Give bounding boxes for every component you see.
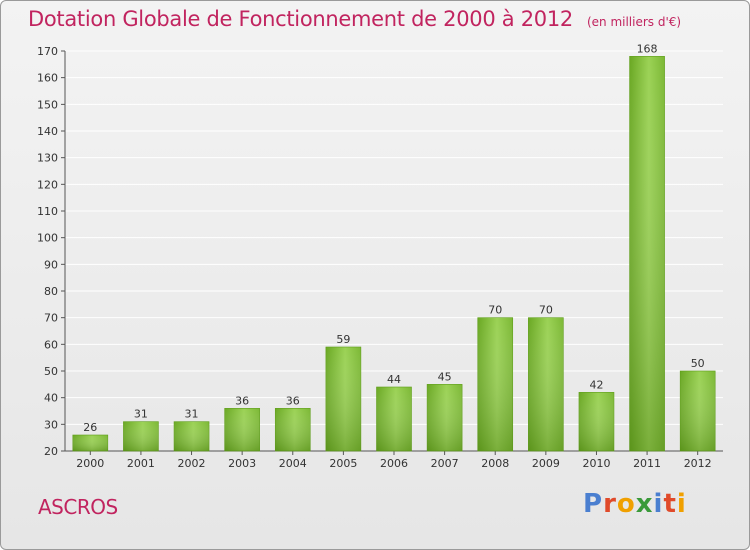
brand-letter: i bbox=[653, 489, 664, 519]
data-label: 42 bbox=[589, 378, 603, 391]
bar-shade bbox=[174, 421, 210, 451]
y-tick-label: 120 bbox=[37, 178, 58, 191]
y-tick-label: 140 bbox=[37, 125, 58, 138]
y-tick-label: 30 bbox=[44, 418, 58, 431]
brand-letter: o bbox=[616, 489, 636, 519]
brand-logo[interactable]: Proxiti bbox=[583, 489, 687, 519]
y-tick-label: 170 bbox=[37, 45, 58, 58]
bar-shade bbox=[477, 317, 513, 451]
chart-unit-note: (en milliers d'€) bbox=[586, 15, 682, 29]
y-tick-label: 20 bbox=[44, 445, 58, 458]
brand-letter: t bbox=[663, 489, 677, 519]
brand-letter: x bbox=[635, 489, 654, 519]
bar-shade bbox=[224, 408, 260, 451]
data-label: 26 bbox=[83, 421, 97, 434]
bar-shade bbox=[275, 408, 311, 451]
bars bbox=[72, 56, 716, 452]
bar-shade bbox=[680, 371, 716, 451]
data-label: 70 bbox=[488, 304, 502, 317]
y-tick-label: 80 bbox=[44, 285, 58, 298]
brand-letter: P bbox=[583, 489, 604, 519]
data-label: 168 bbox=[637, 42, 658, 55]
y-tick-label: 50 bbox=[44, 365, 58, 378]
data-label: 44 bbox=[387, 373, 401, 386]
x-tick-label: 2009 bbox=[532, 457, 560, 470]
y-tick-label: 110 bbox=[37, 205, 58, 218]
bar-shade bbox=[325, 347, 361, 451]
x-tick-label: 2004 bbox=[279, 457, 307, 470]
x-tick-label: 2008 bbox=[481, 457, 509, 470]
x-tick-label: 2012 bbox=[684, 457, 712, 470]
data-label: 45 bbox=[438, 370, 452, 383]
x-tick-label: 2005 bbox=[329, 457, 357, 470]
x-tick-label: 2003 bbox=[228, 457, 256, 470]
commune-name: ASCROS bbox=[38, 495, 118, 519]
x-tick-label: 2007 bbox=[431, 457, 459, 470]
x-tick-label: 2002 bbox=[178, 457, 206, 470]
y-tick-label: 150 bbox=[37, 98, 58, 111]
data-label: 70 bbox=[539, 304, 553, 317]
x-tick-label: 2001 bbox=[127, 457, 155, 470]
chart-title: Dotation Globale de Fonctionnement de 20… bbox=[28, 7, 573, 31]
data-label: 31 bbox=[134, 408, 148, 421]
y-tick-label: 60 bbox=[44, 338, 58, 351]
x-tick-label: 2000 bbox=[76, 457, 104, 470]
brand-letter: i bbox=[676, 489, 687, 519]
bar-shade bbox=[123, 421, 159, 451]
data-label: 36 bbox=[286, 394, 300, 407]
bar-shade bbox=[72, 435, 108, 451]
brand-letter: r bbox=[603, 489, 617, 519]
data-label: 50 bbox=[691, 357, 705, 370]
bar-shade bbox=[376, 387, 412, 451]
x-tick-label: 2011 bbox=[633, 457, 661, 470]
title-line: Dotation Globale de Fonctionnement de 20… bbox=[28, 7, 681, 31]
y-tick-label: 90 bbox=[44, 258, 58, 271]
bar-shade bbox=[528, 317, 564, 451]
x-tick-label: 2010 bbox=[582, 457, 610, 470]
x-tick-label: 2006 bbox=[380, 457, 408, 470]
y-tick-label: 160 bbox=[37, 72, 58, 85]
data-labels: 26 31 31 36 36 59 44 45 70 70 42 168 50 bbox=[83, 42, 704, 434]
bar-shade bbox=[578, 392, 614, 451]
data-label: 36 bbox=[235, 394, 249, 407]
bar-shade bbox=[629, 56, 665, 451]
data-label: 31 bbox=[185, 408, 199, 421]
data-label: 59 bbox=[336, 333, 350, 346]
bar-shade bbox=[427, 384, 463, 451]
y-tick-label: 70 bbox=[44, 312, 58, 325]
y-tick-label: 40 bbox=[44, 392, 58, 405]
y-tick-label: 100 bbox=[37, 232, 58, 245]
bar-chart: 20 30 40 50 60 70 80 90 100 110 120 130 140 150 160 170… bbox=[37, 42, 723, 470]
y-tick-label: 130 bbox=[37, 152, 58, 165]
